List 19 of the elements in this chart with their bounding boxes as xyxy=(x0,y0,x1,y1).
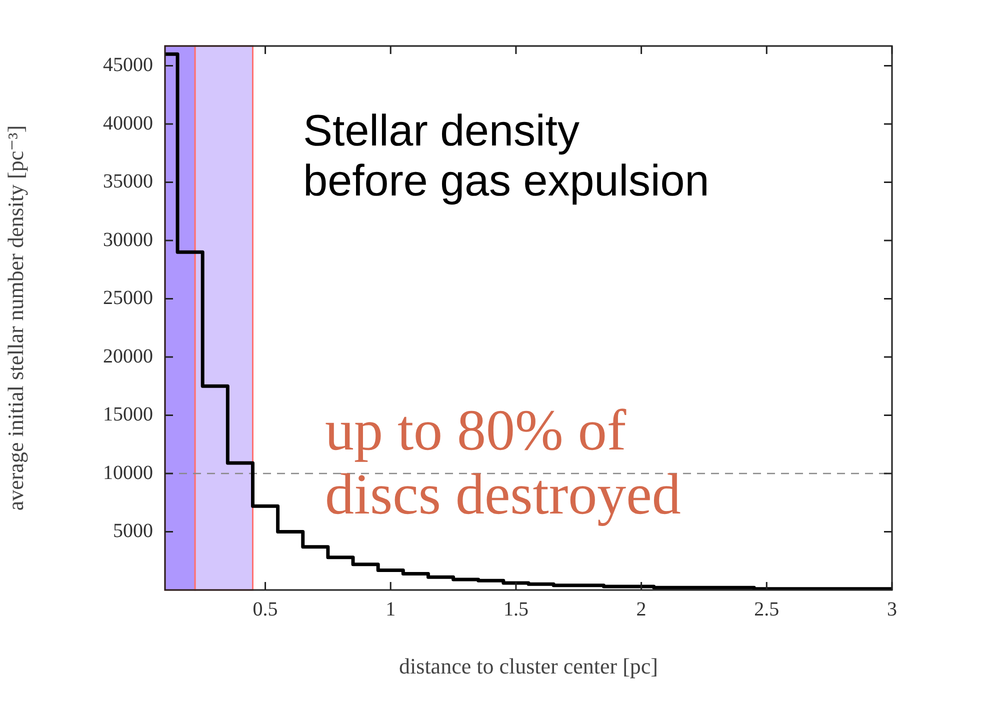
y-tick-label: 40000 xyxy=(103,112,153,134)
y-tick-label: 35000 xyxy=(103,170,153,193)
x-tick-label: 1.5 xyxy=(503,598,528,620)
y-tick-label: 30000 xyxy=(103,228,153,251)
x-tick-label: 1 xyxy=(386,598,396,620)
x-tick-label: 0.5 xyxy=(252,598,278,620)
x-tick-label: 2 xyxy=(636,598,646,620)
x-axis-title: distance to cluster center [pc] xyxy=(399,654,658,679)
y-tick-label: 5000 xyxy=(113,520,153,542)
y-tick-label: 15000 xyxy=(103,404,153,426)
y-tick-label: 45000 xyxy=(103,54,153,76)
y-tick-label: 10000 xyxy=(103,462,153,484)
x-tick-label: 2.5 xyxy=(754,598,780,620)
x-tick-label: 3 xyxy=(887,598,897,620)
y-tick-label: 25000 xyxy=(103,287,153,310)
annotation: up to 80% of discs destroyed xyxy=(324,397,681,526)
y-tick-label: 20000 xyxy=(103,345,153,368)
y-axis-title: average initial stellar number density [pc⁻³] xyxy=(2,125,28,511)
annotation: Stellar density before gas expulsion xyxy=(303,106,710,206)
